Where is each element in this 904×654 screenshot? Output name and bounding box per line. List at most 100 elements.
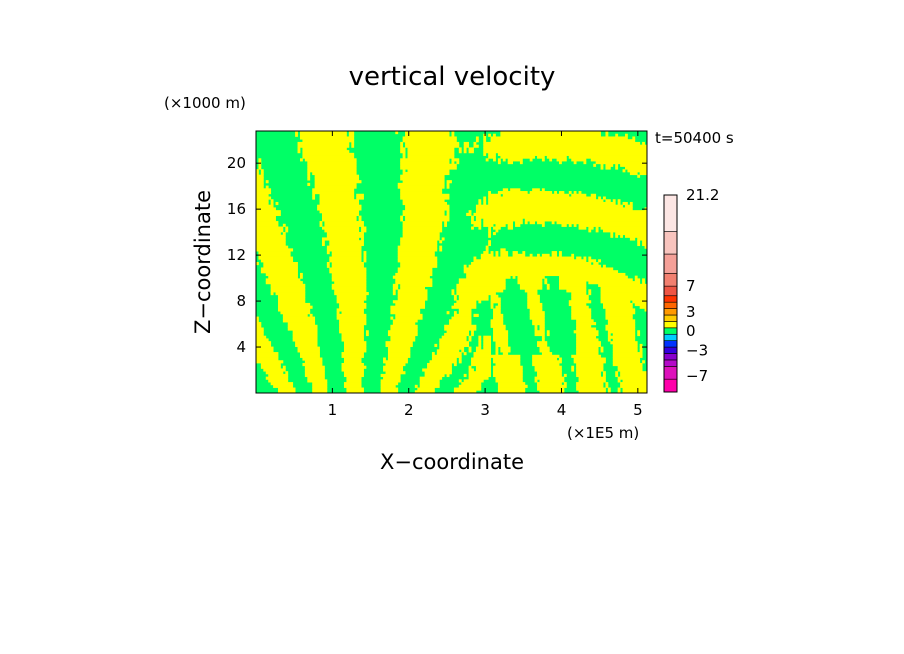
updraft-cell xyxy=(343,341,367,345)
updraft-cell xyxy=(307,161,357,165)
updraft-cell xyxy=(610,231,614,236)
updraft-cell xyxy=(493,332,509,337)
updraft-cell xyxy=(546,330,550,334)
updraft-cell xyxy=(400,144,404,148)
updraft-cell xyxy=(270,289,306,293)
updraft-cell xyxy=(343,349,367,353)
updraft-cell xyxy=(527,297,540,301)
updraft-cell xyxy=(331,262,364,266)
updraft-cell xyxy=(598,283,647,287)
updraft-cell xyxy=(473,354,521,358)
y-tick-label: 8 xyxy=(236,292,246,310)
updraft-cell xyxy=(573,191,577,195)
updraft-cell xyxy=(256,240,286,244)
updraft-cell xyxy=(361,226,367,230)
updraft-cell xyxy=(405,204,450,208)
updraft-cell xyxy=(468,368,474,372)
updraft-cell xyxy=(405,215,450,219)
updraft-cell xyxy=(634,278,641,282)
updraft-cell xyxy=(458,294,489,298)
updraft-cell xyxy=(392,289,396,293)
updraft-cell xyxy=(625,166,647,170)
updraft-cell xyxy=(268,275,298,279)
updraft-cell xyxy=(463,352,467,356)
updraft-cell xyxy=(453,311,457,315)
updraft-cell xyxy=(441,237,445,241)
updraft-cell xyxy=(387,352,411,356)
updraft-cell xyxy=(493,335,509,339)
updraft-cell xyxy=(392,286,399,290)
updraft-cell xyxy=(639,346,643,350)
updraft-cell xyxy=(515,223,521,227)
updraft-cell xyxy=(446,180,452,184)
updraft-cell xyxy=(483,338,491,342)
updraft-cell xyxy=(622,390,647,393)
updraft-cell xyxy=(539,349,550,353)
updraft-cell xyxy=(473,256,477,260)
updraft-cell xyxy=(478,341,482,345)
updraft-cell xyxy=(554,191,557,195)
updraft-cell xyxy=(478,335,482,339)
updraft-cell xyxy=(578,376,606,380)
updraft-cell xyxy=(600,163,604,167)
updraft-cell xyxy=(299,352,320,356)
updraft-cell xyxy=(390,327,418,331)
updraft-cell xyxy=(458,297,489,301)
updraft-cell xyxy=(541,352,553,356)
updraft-cell xyxy=(576,332,599,337)
updraft-cell xyxy=(260,259,294,263)
updraft-cell xyxy=(397,251,435,255)
updraft-cell xyxy=(497,384,528,388)
updraft-cell xyxy=(473,141,477,146)
updraft-cell xyxy=(568,300,592,304)
updraft-cell xyxy=(600,349,604,353)
updraft-cell xyxy=(617,365,643,369)
updraft-cell xyxy=(458,357,462,361)
updraft-cell xyxy=(478,201,482,206)
updraft-cell xyxy=(339,330,364,334)
updraft-cell xyxy=(265,281,303,285)
updraft-cell xyxy=(605,133,609,137)
updraft-cell xyxy=(559,275,628,279)
updraft-cell xyxy=(500,131,601,135)
updraft-cell xyxy=(493,365,523,369)
updraft-cell xyxy=(488,234,491,238)
updraft-cell xyxy=(576,338,599,342)
updraft-cell xyxy=(324,221,364,225)
updraft-cell xyxy=(463,270,619,274)
colorbar-swatch xyxy=(663,253,678,274)
updraft-cell xyxy=(387,349,411,353)
updraft-cell xyxy=(576,352,599,356)
updraft-cell xyxy=(260,267,298,271)
updraft-cell xyxy=(473,144,479,148)
updraft-cell xyxy=(493,371,523,375)
updraft-cell xyxy=(615,133,619,137)
updraft-cell xyxy=(329,270,367,274)
updraft-cell xyxy=(287,327,318,331)
updraft-cell xyxy=(326,264,330,268)
updraft-cell xyxy=(356,196,364,200)
updraft-cell xyxy=(529,316,545,320)
updraft-cell xyxy=(541,338,545,342)
updraft-cell xyxy=(471,362,491,367)
updraft-cell xyxy=(617,368,643,372)
updraft-cell xyxy=(573,360,606,364)
updraft-cell xyxy=(493,330,509,334)
updraft-cell xyxy=(497,191,528,195)
updraft-cell xyxy=(402,226,443,230)
updraft-cell xyxy=(559,253,562,257)
updraft-cell xyxy=(395,313,423,317)
updraft-cell xyxy=(314,177,360,181)
updraft-cell xyxy=(348,131,355,135)
updraft-cell xyxy=(600,166,604,170)
updraft-cell xyxy=(463,144,470,148)
updraft-cell xyxy=(529,311,545,315)
updraft-cell xyxy=(458,150,462,154)
updraft-cell xyxy=(537,382,562,386)
updraft-cell xyxy=(256,177,264,181)
updraft-cell xyxy=(629,201,633,206)
plot-frame xyxy=(255,130,648,394)
updraft-cell xyxy=(307,174,311,178)
updraft-cell xyxy=(402,139,457,143)
updraft-cell xyxy=(402,201,448,206)
